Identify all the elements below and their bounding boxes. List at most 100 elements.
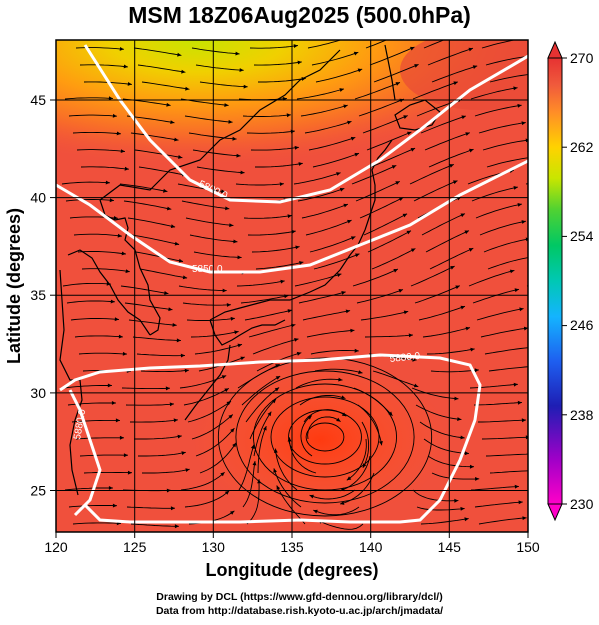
- streamline: [79, 64, 128, 68]
- stream-arrowhead: [173, 418, 178, 423]
- stream-arrowhead: [250, 444, 255, 449]
- streamline: [120, 285, 169, 295]
- stream-arrowhead: [224, 490, 230, 495]
- stream-arrowhead: [313, 509, 318, 514]
- stream-arrowhead: [228, 119, 233, 124]
- streamline: [133, 47, 182, 56]
- stream-arrowhead: [287, 437, 292, 442]
- streamline: [540, 439, 588, 441]
- x-tick-label: 120: [44, 539, 68, 555]
- stream-arrowhead: [402, 213, 408, 218]
- streamline: [308, 136, 356, 151]
- stream-arrowhead: [350, 328, 355, 333]
- stream-arrowhead: [117, 233, 122, 238]
- streamline: [365, 40, 388, 49]
- stream-arrowhead: [587, 354, 591, 358]
- streamline: [142, 468, 190, 474]
- streamline: [361, 421, 370, 469]
- streamline: [409, 163, 454, 185]
- streamline: [141, 81, 190, 90]
- streamline: [357, 404, 383, 446]
- streamline: [235, 183, 284, 186]
- colorbar-label: 238: [570, 407, 594, 423]
- streamline: [195, 427, 235, 457]
- streamline: [124, 302, 173, 311]
- stream-arrowhead: [522, 516, 527, 521]
- streamline: [83, 471, 133, 474]
- stream-arrowhead: [119, 435, 124, 440]
- streamline: [418, 305, 466, 321]
- streamline: [537, 524, 585, 525]
- stream-arrowhead: [398, 289, 403, 293]
- streamline: [119, 183, 168, 192]
- streamline: [486, 157, 528, 168]
- streamline: [134, 149, 183, 159]
- stream-arrowhead: [575, 300, 579, 304]
- x-tick-label: 150: [516, 539, 540, 555]
- streamline: [193, 251, 242, 258]
- colorbar-bar: [547, 57, 563, 505]
- streamline: [371, 248, 416, 270]
- stream-arrowhead: [393, 269, 398, 273]
- streamline: [422, 327, 471, 338]
- streamline: [72, 522, 122, 525]
- stream-arrowhead: [123, 453, 128, 458]
- stream-arrowhead: [454, 498, 459, 503]
- stream-arrowhead: [388, 411, 393, 416]
- stream-arrowhead: [230, 510, 235, 515]
- stream-arrowhead: [395, 181, 400, 185]
- streamline: [372, 370, 419, 388]
- stream-arrowhead: [127, 82, 132, 86]
- streamline: [63, 385, 112, 389]
- streamline: [359, 196, 404, 219]
- streamline: [194, 343, 243, 355]
- stream-arrowhead: [454, 396, 459, 401]
- stream-arrowhead: [113, 216, 118, 220]
- streamline: [421, 213, 466, 236]
- streamline: [478, 122, 526, 134]
- credits: Drawing by DCL (https://www.gfd-dennou.o…: [0, 590, 599, 618]
- streamline: [299, 394, 346, 406]
- stream-arrowhead: [181, 451, 186, 456]
- stream-arrowhead: [577, 113, 581, 117]
- streamline: [373, 63, 419, 83]
- streamline: [75, 47, 124, 50]
- stream-arrowhead: [271, 399, 276, 404]
- stream-arrowhead: [354, 348, 359, 353]
- streamline: [306, 329, 355, 338]
- streamline: [61, 181, 110, 185]
- stream-arrowhead: [166, 206, 172, 211]
- colorbar-label: 270: [570, 50, 594, 66]
- streamline: [481, 40, 517, 49]
- streamline: [246, 130, 295, 134]
- stream-arrowhead: [592, 473, 596, 477]
- streamline: [411, 387, 459, 400]
- stream-arrowhead: [337, 273, 342, 277]
- stream-arrowhead: [355, 253, 360, 258]
- stream-arrowhead: [586, 251, 590, 255]
- stream-arrowhead: [343, 104, 348, 109]
- streamline: [79, 454, 128, 457]
- streamline: [430, 369, 479, 373]
- streamline: [314, 368, 363, 374]
- stream-arrowhead: [118, 334, 123, 339]
- stream-arrowhead: [517, 103, 522, 108]
- streamline: [540, 47, 588, 48]
- stream-arrowhead: [570, 179, 574, 183]
- stream-arrowhead: [414, 64, 419, 68]
- streamline: [309, 489, 356, 500]
- streamline: [298, 291, 346, 304]
- stream-arrowhead: [174, 524, 179, 529]
- streamline: [258, 77, 306, 83]
- contours: [56, 44, 528, 524]
- stream-arrowhead: [357, 68, 363, 73]
- stream-arrowhead: [234, 330, 239, 335]
- streamline: [65, 199, 114, 202]
- y-tick-label: 35: [30, 287, 46, 303]
- streamline: [257, 425, 267, 474]
- streamline: [412, 489, 459, 502]
- streamline: [363, 213, 408, 236]
- stream-arrowhead: [257, 479, 261, 484]
- streamline: [76, 149, 125, 152]
- streamline: [469, 383, 518, 389]
